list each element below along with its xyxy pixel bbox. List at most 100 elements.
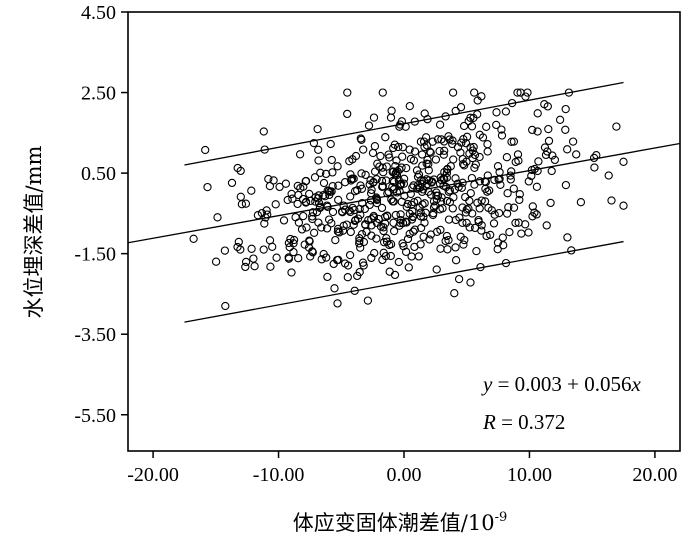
data-point (561, 125, 570, 134)
data-point (448, 139, 457, 149)
data-point (342, 220, 351, 229)
data-point (527, 171, 536, 181)
data-point (540, 143, 550, 152)
data-point (502, 209, 512, 218)
data-point (304, 243, 314, 252)
data-point (340, 259, 350, 268)
data-point (451, 256, 461, 265)
data-point (327, 219, 336, 228)
data-point (302, 223, 311, 232)
data-point (419, 137, 429, 146)
data-point (293, 199, 302, 209)
regression-equation: y = 0.003 + 0.056x (481, 372, 642, 396)
data-point (322, 224, 332, 233)
data-point (432, 191, 441, 200)
data-point (505, 227, 514, 237)
data-point (432, 227, 442, 236)
data-point (478, 133, 488, 142)
data-point (309, 138, 319, 148)
data-point (501, 107, 511, 116)
data-point (376, 151, 385, 161)
data-point (481, 184, 490, 193)
data-point (372, 218, 382, 227)
data-point (403, 234, 413, 244)
y-tick-label: 0.50 (81, 163, 116, 185)
data-point (310, 173, 320, 182)
data-point (323, 272, 332, 282)
data-point (428, 137, 437, 146)
data-point (272, 253, 281, 262)
data-point (305, 237, 314, 246)
data-point (619, 201, 628, 210)
data-point (365, 200, 374, 210)
data-point (513, 150, 523, 159)
data-point (314, 145, 323, 154)
data-point (378, 182, 387, 191)
data-point (509, 203, 519, 212)
data-point (405, 145, 414, 154)
data-point (359, 261, 368, 270)
data-point (437, 193, 446, 202)
data-point (330, 284, 339, 293)
data-point (568, 137, 578, 146)
data-point (332, 255, 342, 265)
data-point (383, 189, 392, 198)
data-point (458, 159, 468, 169)
data-point (475, 204, 484, 213)
data-point (353, 186, 362, 195)
data-point (313, 124, 322, 134)
data-point (457, 138, 466, 147)
data-point (409, 181, 418, 190)
data-point (389, 226, 399, 236)
data-point (374, 214, 383, 224)
data-point (472, 246, 481, 256)
data-point (514, 156, 523, 165)
data-point (327, 155, 336, 165)
data-point (234, 237, 243, 247)
data-point (364, 121, 374, 130)
data-point (359, 237, 369, 247)
data-point (442, 231, 452, 241)
data-point (201, 145, 210, 155)
data-point (236, 166, 245, 176)
data-point (264, 174, 273, 184)
data-point (333, 227, 343, 236)
y-tick-label: 2.50 (81, 83, 116, 105)
data-point (319, 191, 328, 200)
data-point (306, 252, 315, 261)
data-point (247, 244, 256, 253)
data-points (189, 88, 628, 311)
data-point (189, 234, 198, 243)
data-point (542, 221, 551, 230)
data-point (375, 162, 384, 171)
data-point (407, 252, 416, 261)
data-point (492, 108, 501, 117)
data-point (369, 177, 378, 187)
data-point (220, 246, 230, 255)
data-point (382, 234, 391, 243)
data-point (369, 113, 379, 122)
data-point (490, 210, 499, 219)
data-point (379, 226, 388, 236)
data-point (391, 210, 400, 220)
upper-bound-line (184, 81, 624, 166)
data-point (355, 267, 364, 277)
data-point (382, 211, 392, 220)
data-point (532, 210, 541, 219)
data-point (394, 142, 403, 152)
data-point (450, 289, 459, 298)
data-point (357, 169, 366, 178)
data-point (314, 218, 323, 227)
data-point (561, 104, 570, 114)
data-point (236, 192, 245, 201)
data-point (445, 186, 455, 195)
data-point (515, 190, 524, 199)
data-point (451, 174, 460, 183)
data-point (322, 253, 331, 262)
x-tick-label: -10.00 (253, 464, 305, 486)
data-point (287, 268, 296, 277)
data-point (321, 169, 331, 179)
data-point (420, 142, 429, 152)
data-point (470, 163, 479, 172)
